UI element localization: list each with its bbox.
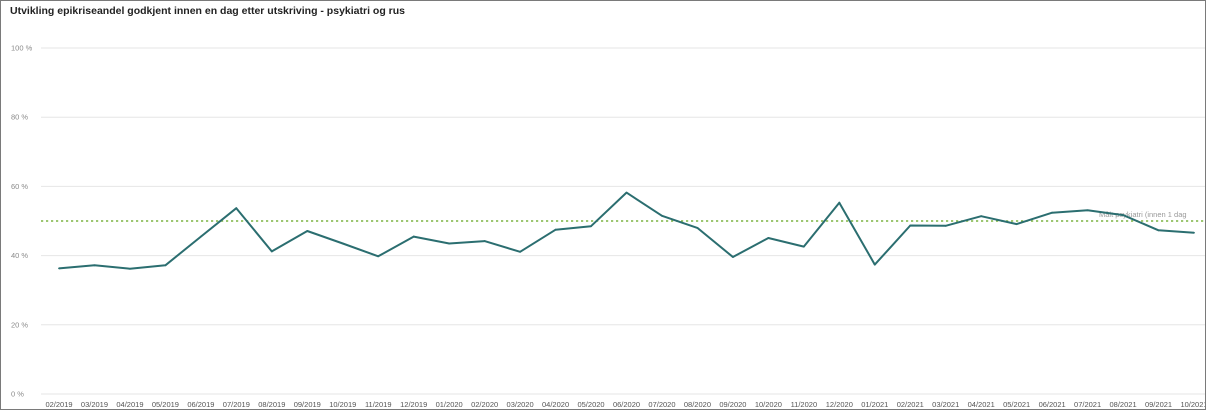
x-tick-label: 10/2020	[755, 400, 782, 409]
data-point	[58, 267, 60, 270]
data-point	[377, 255, 380, 258]
data-point	[1122, 214, 1124, 217]
data-point	[909, 224, 912, 227]
data-point	[235, 207, 238, 210]
x-tick-label: 07/2019	[223, 400, 250, 409]
x-tick-label: 08/2021	[1110, 400, 1137, 409]
x-tick-label: 09/2019	[294, 400, 321, 409]
x-tick-label: 03/2020	[507, 400, 534, 409]
x-tick-label: 11/2019	[365, 400, 392, 409]
y-tick-label: 100 %	[11, 44, 33, 53]
x-tick-label: 12/2019	[400, 400, 427, 409]
x-tick-label: 02/2020	[471, 400, 498, 409]
x-tick-label: 03/2019	[81, 400, 108, 409]
data-point	[980, 215, 983, 218]
data-point	[1086, 209, 1089, 212]
data-point	[554, 228, 557, 231]
data-point	[838, 201, 841, 204]
y-tick-label: 60 %	[11, 182, 28, 191]
x-tick-label: 02/2021	[897, 400, 924, 409]
x-tick-label: 11/2020	[791, 400, 818, 409]
y-tick-label: 20 %	[11, 320, 28, 329]
x-tick-label: 12/2020	[826, 400, 853, 409]
data-point	[661, 214, 663, 217]
data-point	[341, 242, 344, 245]
x-tick-label: 06/2020	[613, 400, 640, 409]
data-point	[270, 250, 273, 253]
chart-title: Utvikling epikriseandel godkjent innen e…	[10, 5, 406, 17]
data-point	[767, 237, 770, 239]
x-tick-label: 05/2021	[1003, 400, 1030, 409]
x-tick-label: 09/2021	[1145, 400, 1172, 409]
x-tick-label: 04/2019	[116, 400, 143, 409]
data-point	[164, 264, 167, 267]
x-tick-label: 07/2021	[1074, 400, 1101, 409]
data-point	[93, 264, 96, 267]
data-point	[1193, 231, 1195, 234]
data-point	[199, 235, 202, 238]
data-point	[448, 242, 451, 245]
x-tick-label: 01/2021	[861, 400, 888, 409]
data-point	[1051, 211, 1054, 214]
x-tick-label: 03/2021	[932, 400, 959, 409]
data-point	[412, 235, 415, 238]
x-tick-label: 02/2019	[45, 400, 72, 409]
x-tick-label: 04/2020	[542, 400, 569, 409]
x-tick-label: 10/2021	[1180, 400, 1206, 409]
x-tick-label: 07/2020	[648, 400, 675, 409]
series-line	[58, 191, 1195, 270]
x-tick-label: 10/2019	[329, 400, 356, 409]
data-point	[802, 245, 805, 248]
x-tick-label: 08/2019	[258, 400, 285, 409]
reference-line-label: Målt psykiatri (innen 1 dag	[1099, 210, 1187, 219]
data-point	[873, 263, 876, 266]
x-tick-label: 08/2020	[684, 400, 711, 409]
data-point	[306, 230, 309, 232]
y-tick-label: 80 %	[11, 113, 28, 122]
y-tick-label: 40 %	[11, 251, 28, 260]
data-point	[944, 224, 947, 227]
data-point	[1015, 223, 1018, 226]
data-point	[696, 227, 699, 229]
y-tick-label: 0 %	[11, 390, 24, 399]
data-point	[483, 240, 486, 242]
data-point	[129, 267, 131, 270]
x-tick-label: 09/2020	[719, 400, 746, 409]
x-tick-label: 04/2021	[968, 400, 995, 409]
data-point	[1157, 229, 1160, 232]
x-tick-label: 06/2021	[1039, 400, 1066, 409]
data-point	[590, 225, 592, 228]
x-tick-label: 05/2020	[577, 400, 604, 409]
data-point	[625, 191, 628, 194]
data-point	[519, 250, 521, 253]
data-point	[732, 256, 734, 258]
x-tick-label: 05/2019	[152, 400, 179, 409]
x-tick-label: 06/2019	[187, 400, 214, 409]
x-tick-label: 01/2020	[436, 400, 463, 409]
